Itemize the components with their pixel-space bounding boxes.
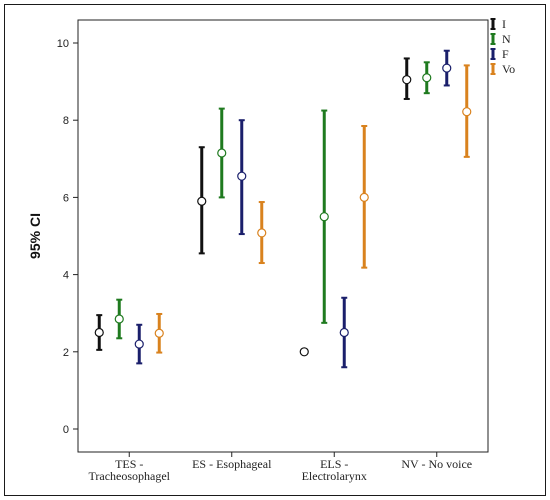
x-tick-label: TES - xyxy=(115,457,143,471)
y-axis-label: 95% CI xyxy=(27,213,43,259)
mean-marker xyxy=(299,347,309,357)
x-tick-label: ELS - xyxy=(320,457,348,471)
mean-marker xyxy=(462,107,472,117)
series-vo xyxy=(154,64,472,354)
mean-marker xyxy=(94,327,104,338)
mean-marker xyxy=(319,212,329,222)
y-tick-label: 8 xyxy=(63,115,69,127)
y-tick-label: 6 xyxy=(63,192,69,204)
chart-marks xyxy=(94,49,472,369)
legend-label: Vo xyxy=(502,62,515,76)
mean-marker xyxy=(217,148,227,158)
series-n xyxy=(114,61,432,340)
x-tick-label: NV - No voice xyxy=(401,457,472,471)
y-tick-label: 10 xyxy=(57,38,69,50)
mean-marker xyxy=(359,192,369,202)
series-f xyxy=(134,49,452,369)
mean-marker xyxy=(237,171,247,181)
plot-area xyxy=(77,19,489,453)
mean-marker xyxy=(154,328,164,338)
y-axis: 0 2 4 6 8 10 xyxy=(57,38,78,436)
legend-label: I xyxy=(502,17,506,31)
mean-marker xyxy=(114,314,124,324)
legend-label: N xyxy=(502,32,511,46)
y-tick-label: 4 xyxy=(63,270,69,282)
mean-marker xyxy=(339,327,349,338)
legend-item-vo: Vo xyxy=(490,62,515,76)
y-tick-label: 2 xyxy=(63,347,69,359)
x-tick-label: ES - Esophageal xyxy=(192,457,272,471)
y-tick-label: 0 xyxy=(63,424,69,436)
x-axis: TES -Tracheosophagel ES - Esophageal ELS -… xyxy=(88,452,472,483)
legend-item-n: N xyxy=(490,32,511,46)
x-tick-label: Tracheosophagel xyxy=(88,469,170,483)
series-i xyxy=(94,57,412,357)
mean-marker xyxy=(422,73,432,83)
legend-label: F xyxy=(502,47,509,61)
mean-marker xyxy=(257,228,267,238)
x-tick-label: Electrolarynx xyxy=(302,469,367,483)
legend-item-i: I xyxy=(490,17,506,31)
legend-item-f: F xyxy=(490,47,509,61)
mean-marker xyxy=(442,63,452,73)
mean-marker xyxy=(134,339,144,349)
mean-marker xyxy=(197,196,207,206)
plot-border xyxy=(77,19,489,453)
mean-marker xyxy=(402,75,412,85)
